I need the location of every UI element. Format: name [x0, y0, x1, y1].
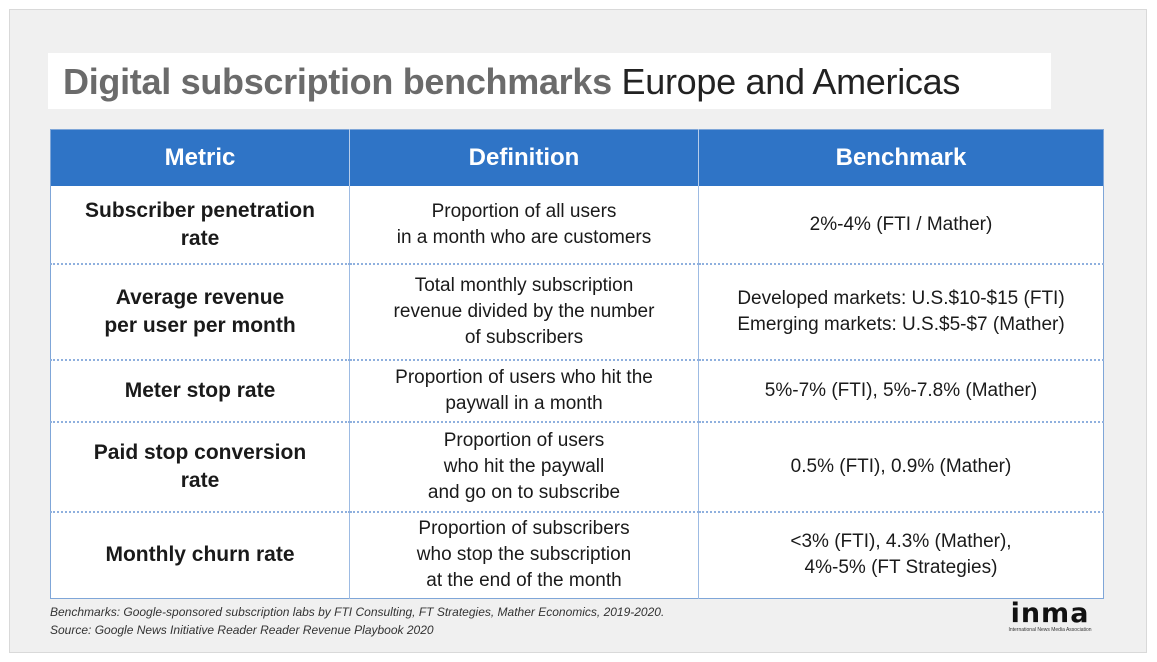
benchmark-table: Metric Definition Benchmark Subscriber p… [50, 129, 1104, 599]
cell-metric: Average revenue per user per month [50, 264, 350, 361]
cell-line: paywall in a month [445, 393, 603, 414]
cell-line: Emerging markets: U.S.$5-$7 (Mather) [737, 314, 1065, 335]
cell-line: Proportion of all users [431, 200, 617, 222]
footnote-source: Source: Google News Initiative Reader Re… [50, 623, 434, 637]
cell-line: Total monthly subscription [414, 275, 634, 296]
footnote-benchmarks: Benchmarks: Google-sponsored subscriptio… [50, 605, 665, 619]
cell-benchmark: 2%-4% (FTI / Mather) [698, 186, 1104, 265]
table-row: Average revenue per user per month Total… [50, 264, 1104, 361]
cell-line: Average revenue [115, 286, 285, 309]
cell-definition: Proportion of users who hit the paywall … [349, 360, 699, 423]
title-bold: Digital subscription benchmarks [63, 61, 612, 102]
cell-line: who hit the paywall [443, 456, 605, 477]
cell-line: at the end of the month [426, 570, 622, 592]
cell-line: Monthly churn rate [105, 543, 295, 567]
logo-word: inma [1010, 598, 1090, 629]
header-benchmark: Benchmark [698, 129, 1104, 186]
header-definition: Definition [349, 129, 699, 186]
table-row: Monthly churn rate Proportion of subscri… [50, 512, 1104, 598]
cell-line: who stop the subscription [416, 544, 632, 566]
table-row: Subscriber penetration rate Proportion o… [50, 186, 1104, 265]
table-row: Paid stop conversion rate Proportion of … [50, 422, 1104, 513]
cell-line: <3% (FTI), 4.3% (Mather), [790, 531, 1012, 553]
table-header-row: Metric Definition Benchmark [50, 129, 1104, 186]
cell-definition: Total monthly subscription revenue divid… [349, 264, 699, 361]
cell-line: Proportion of subscribers [418, 518, 630, 540]
cell-line: rate [180, 469, 220, 492]
table-row: Meter stop rate Proportion of users who … [50, 360, 1104, 423]
cell-line: Paid stop conversion [93, 441, 307, 464]
title-box: Digital subscription benchmarks Europe a… [48, 53, 1051, 109]
cell-line: in a month who are customers [396, 226, 652, 248]
cell-line: rate [180, 226, 220, 250]
cell-line: 4%-5% (FT Strategies) [804, 557, 998, 579]
cell-metric: Subscriber penetration rate [50, 186, 350, 265]
cell-metric: Monthly churn rate [50, 512, 350, 598]
header-metric: Metric [50, 129, 350, 186]
cell-definition: Proportion of subscribers who stop the s… [349, 512, 699, 598]
logo-tagline: International News Media Association [1008, 627, 1092, 633]
cell-benchmark: Developed markets: U.S.$10-$15 (FTI) Eme… [698, 264, 1104, 361]
cell-line: 0.5% (FTI), 0.9% (Mather) [790, 456, 1012, 477]
cell-line: Subscriber penetration [85, 198, 315, 222]
cell-line: 2%-4% (FTI / Mather) [809, 213, 993, 235]
cell-line: per user per month [104, 314, 296, 337]
cell-line: 5%-7% (FTI), 5%-7.8% (Mather) [764, 380, 1038, 401]
cell-benchmark: 0.5% (FTI), 0.9% (Mather) [698, 422, 1104, 513]
cell-line: Proportion of users who hit the [395, 367, 653, 388]
cell-line: revenue divided by the number [393, 301, 655, 322]
cell-line: and go on to subscribe [427, 482, 621, 503]
cell-line: Proportion of users [443, 430, 605, 451]
cell-benchmark: <3% (FTI), 4.3% (Mather), 4%-5% (FT Stra… [698, 512, 1104, 598]
cell-definition: Proportion of all users in a month who a… [349, 186, 699, 265]
cell-metric: Paid stop conversion rate [50, 422, 350, 513]
inma-logo: inma International News Media Associatio… [996, 598, 1104, 637]
cell-benchmark: 5%-7% (FTI), 5%-7.8% (Mather) [698, 360, 1104, 423]
cell-line: Meter stop rate [124, 379, 276, 402]
title-light: Europe and Americas [621, 61, 961, 102]
cell-definition: Proportion of users who hit the paywall … [349, 422, 699, 513]
cell-line: Developed markets: U.S.$10-$15 (FTI) [737, 288, 1065, 309]
cell-line: of subscribers [464, 327, 584, 348]
page-title: Digital subscription benchmarks Europe a… [63, 62, 960, 102]
cell-metric: Meter stop rate [50, 360, 350, 423]
